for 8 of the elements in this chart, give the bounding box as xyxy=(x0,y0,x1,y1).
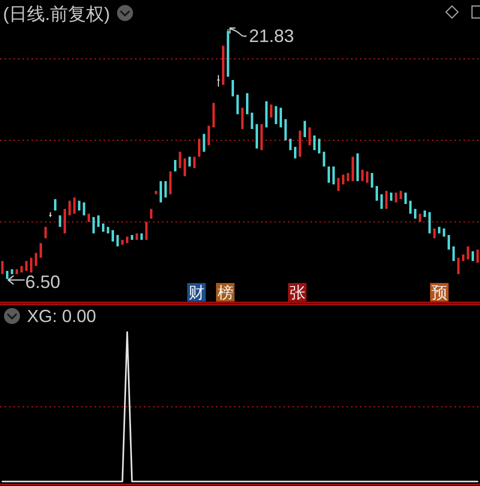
annotation: 6.50 xyxy=(25,272,60,292)
title: (日线.前复权) xyxy=(3,4,110,24)
annotation: 21.83 xyxy=(249,26,294,46)
annotation: 预 xyxy=(431,285,448,302)
annotation: 财 xyxy=(188,285,204,302)
title: XG: 0.00 xyxy=(27,306,96,326)
annotation: 榜 xyxy=(217,285,234,302)
annotation: 张 xyxy=(289,285,306,302)
